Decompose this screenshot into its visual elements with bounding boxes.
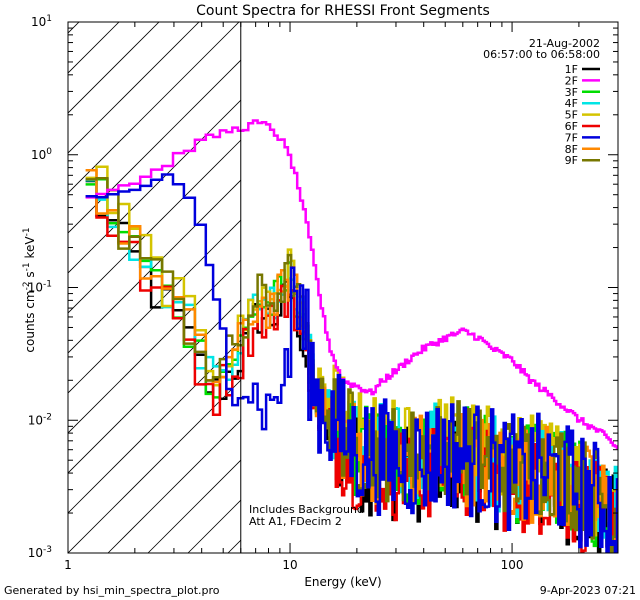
chart-title: Count Spectra for RHESSI Front Segments — [196, 3, 490, 19]
x-tick-label: 100 — [501, 558, 524, 572]
legend-label-4F: 4F — [565, 97, 578, 110]
hatch-line — [0, 0, 108, 553]
legend-label-1F: 1F — [565, 63, 578, 76]
x-tick-label: 10 — [282, 558, 297, 572]
footer-generated-by: Generated by hsi_min_spectra_plot.pro — [4, 584, 220, 597]
series-2F-line — [85, 119, 618, 450]
annotation-attenuator: Att A1, FDecim 2 — [249, 515, 342, 528]
y-tick-label: 101 — [31, 14, 52, 29]
legend-label-7F: 7F — [565, 131, 578, 144]
time-range-label: 06:57:00 to 06:58:00 — [483, 48, 600, 61]
legend-label-3F: 3F — [565, 86, 578, 99]
x-axis-label: Energy (keV) — [304, 575, 381, 589]
y-axis-label: counts cm-2 s-1 keV-1 — [22, 227, 37, 352]
legend-label-5F: 5F — [565, 109, 578, 122]
legend-label-2F: 2F — [565, 74, 578, 87]
y-tick-label: 10-3 — [28, 545, 52, 560]
series-layer — [85, 119, 618, 553]
y-tick-label: 10-1 — [28, 280, 52, 295]
hatch-line — [68, 22, 240, 194]
series-7F-line — [85, 173, 618, 553]
legend-label-9F: 9F — [565, 154, 578, 167]
hatch-line — [68, 22, 120, 74]
annotation-background: Includes Background — [249, 503, 364, 516]
footer-timestamp: 9-Apr-2023 07:21 — [540, 584, 636, 597]
legend-label-6F: 6F — [565, 120, 578, 133]
hatch-line — [68, 22, 200, 154]
legend-label-8F: 8F — [565, 143, 578, 156]
axis-ticks — [67, 21, 619, 554]
hatch-line — [68, 22, 160, 114]
y-tick-label: 10-2 — [28, 412, 52, 427]
x-tick-label: 1 — [64, 558, 72, 572]
date-label: 21-Aug-2002 — [529, 37, 600, 50]
y-tick-label: 100 — [31, 147, 52, 162]
